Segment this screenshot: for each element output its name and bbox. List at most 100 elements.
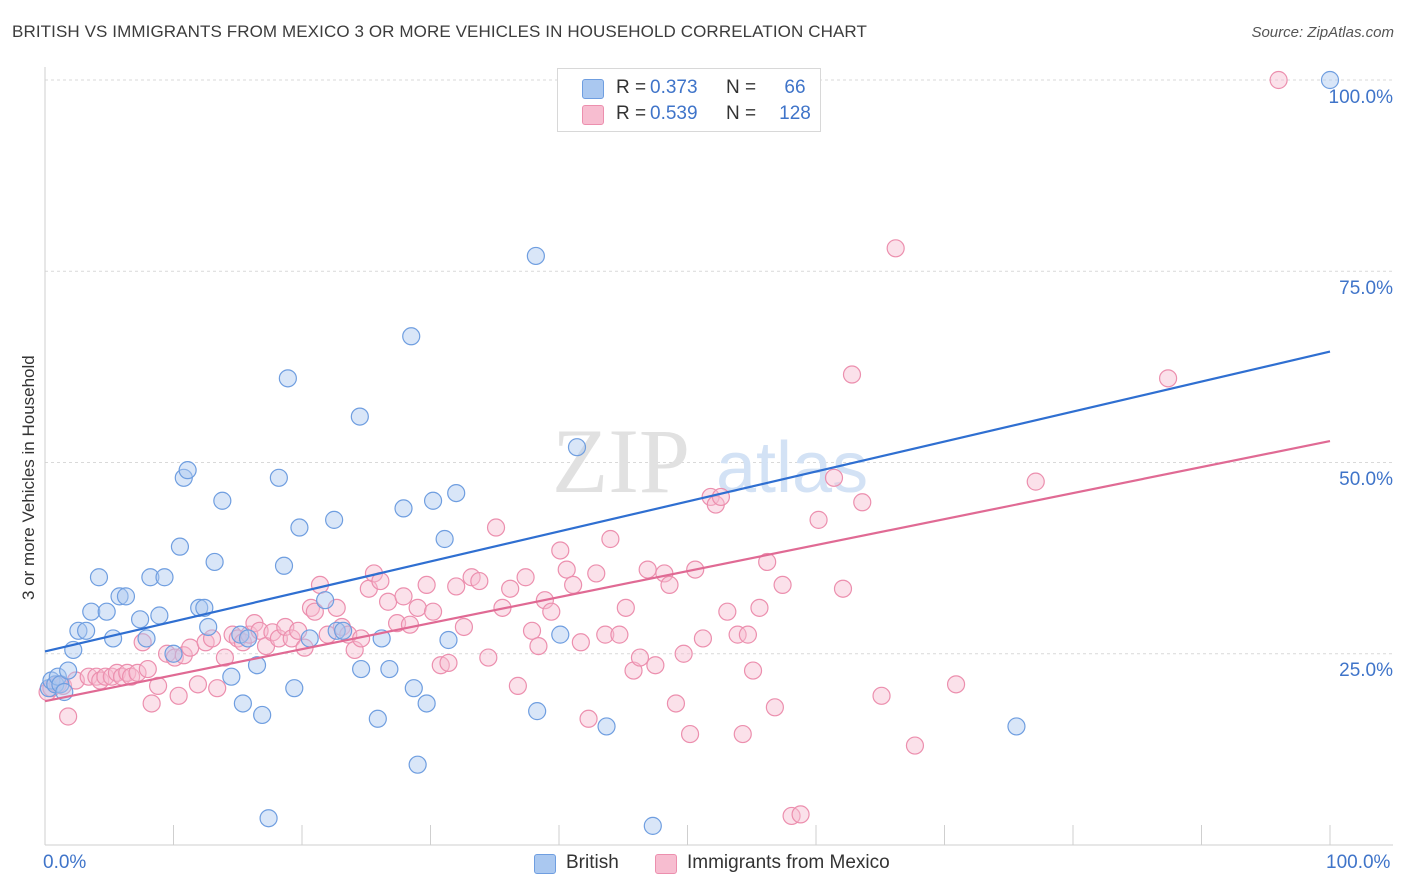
- british-point-24: [178, 461, 197, 480]
- british-point-53: [402, 327, 421, 346]
- british-point-12: [97, 602, 116, 621]
- mexico-point-113: [809, 510, 828, 529]
- british-point-45: [327, 621, 346, 640]
- grid-lines: [45, 79, 1393, 655]
- mexico-point-69: [486, 518, 506, 537]
- british-point-30: [222, 667, 241, 686]
- mexico-point-123: [1158, 369, 1178, 388]
- mexico-point-27: [202, 629, 222, 648]
- mexico-point-81: [571, 633, 590, 652]
- mexico-point-57: [394, 587, 413, 606]
- british-point-13: [104, 629, 123, 648]
- british-point-51: [380, 659, 399, 679]
- mexico-point-64: [447, 577, 466, 596]
- british-point-65: [597, 717, 616, 736]
- british-point-26: [195, 598, 214, 617]
- british-point-64: [567, 438, 587, 457]
- british-point-6: [59, 661, 78, 680]
- mexico-point-59: [408, 598, 427, 617]
- mexico-point-91: [646, 656, 665, 675]
- british-point-49: [368, 709, 387, 728]
- legend-r-label: R =: [616, 103, 647, 124]
- trend-line-british: [44, 350, 1331, 653]
- legend-n-value: 128: [779, 103, 811, 124]
- mexico-point-106: [743, 661, 763, 680]
- british-point-18: [141, 568, 160, 587]
- axes: [44, 67, 1393, 846]
- series-british: [39, 70, 1340, 835]
- chart-title: BRITISH VS IMMIGRANTS FROM MEXICO 3 OR M…: [12, 22, 867, 41]
- british-point-43: [316, 591, 335, 610]
- mexico-point-72: [508, 676, 527, 695]
- legend-r-value: 0.373: [650, 77, 698, 98]
- british-point-29: [213, 491, 232, 510]
- y-tick-label-100: 100.0%: [1328, 87, 1393, 108]
- british-point-59: [439, 630, 458, 650]
- british-point-57: [423, 491, 443, 510]
- mexico-point-63: [439, 653, 458, 673]
- mexico-point-101: [711, 487, 731, 507]
- british-point-38: [274, 556, 294, 575]
- mexico-point-111: [782, 806, 801, 826]
- x-tick-label-max: 100.0%: [1326, 852, 1391, 873]
- british-point-62: [528, 702, 547, 721]
- mexico-point-73: [516, 568, 535, 587]
- legend-swatch-mexico: [655, 854, 677, 874]
- mexico-point-108: [758, 552, 777, 572]
- mexico-point-120: [905, 736, 925, 755]
- y-tick-label-75: 75.0%: [1339, 278, 1393, 299]
- x-tick-label-min: 0.0%: [43, 852, 87, 873]
- british-point-46: [334, 621, 353, 640]
- mexico-point-114: [824, 468, 844, 487]
- british-point-9: [77, 621, 96, 640]
- british-point-8: [69, 621, 88, 640]
- legend-swatch-mexico: [582, 105, 604, 125]
- mexico-point-96: [680, 724, 700, 744]
- british-point-56: [417, 694, 436, 713]
- mexico-point-85: [601, 529, 620, 549]
- mexico-point-117: [853, 493, 872, 512]
- legend-label-mexico: Immigrants from Mexico: [687, 852, 890, 873]
- british-point-52: [394, 499, 413, 518]
- mexico-point-82: [579, 709, 598, 728]
- mexico-point-95: [674, 644, 693, 663]
- y-tick-label-25: 25.0%: [1339, 660, 1393, 681]
- series-immigrants-from-mexico: [38, 70, 1288, 826]
- mexico-point-79: [557, 560, 576, 579]
- mexico-point-24: [181, 638, 200, 657]
- british-point-68: [1320, 70, 1340, 90]
- mexico-point-71: [501, 579, 520, 598]
- british-point-33: [238, 629, 258, 648]
- british-point-10: [82, 602, 101, 621]
- british-point-32: [233, 694, 252, 713]
- mexico-point-44: [305, 602, 324, 621]
- british-point-14: [110, 587, 129, 606]
- mexico-point-25: [188, 675, 208, 694]
- legend-r-label: R =: [616, 77, 647, 98]
- british-point-48: [352, 659, 371, 679]
- british-point-61: [526, 246, 545, 266]
- british-point-15: [116, 587, 136, 606]
- british-point-67: [1007, 717, 1026, 736]
- mexico-point-22: [169, 686, 188, 705]
- british-point-16: [130, 610, 150, 629]
- mexico-point-102: [718, 602, 737, 621]
- series-legend: British Immigrants from Mexico: [534, 852, 934, 876]
- y-tick-label-50: 50.0%: [1339, 469, 1393, 490]
- british-point-35: [253, 705, 272, 725]
- legend-swatch-british: [582, 79, 604, 99]
- mexico-point-28: [208, 679, 227, 698]
- british-point-40: [285, 679, 304, 698]
- legend-n-label: N =: [726, 103, 757, 124]
- mexico-point-109: [765, 698, 784, 717]
- watermark-zip: ZIP: [552, 410, 690, 512]
- trend-line-mexico: [44, 440, 1331, 703]
- british-point-36: [259, 809, 278, 828]
- british-point-20: [155, 568, 174, 587]
- mexico-point-93: [660, 575, 679, 595]
- mexico-point-86: [610, 625, 629, 644]
- mexico-point-50: [345, 640, 364, 660]
- mexico-point-74: [522, 621, 542, 640]
- british-point-21: [164, 644, 183, 663]
- mexico-point-118: [872, 686, 891, 705]
